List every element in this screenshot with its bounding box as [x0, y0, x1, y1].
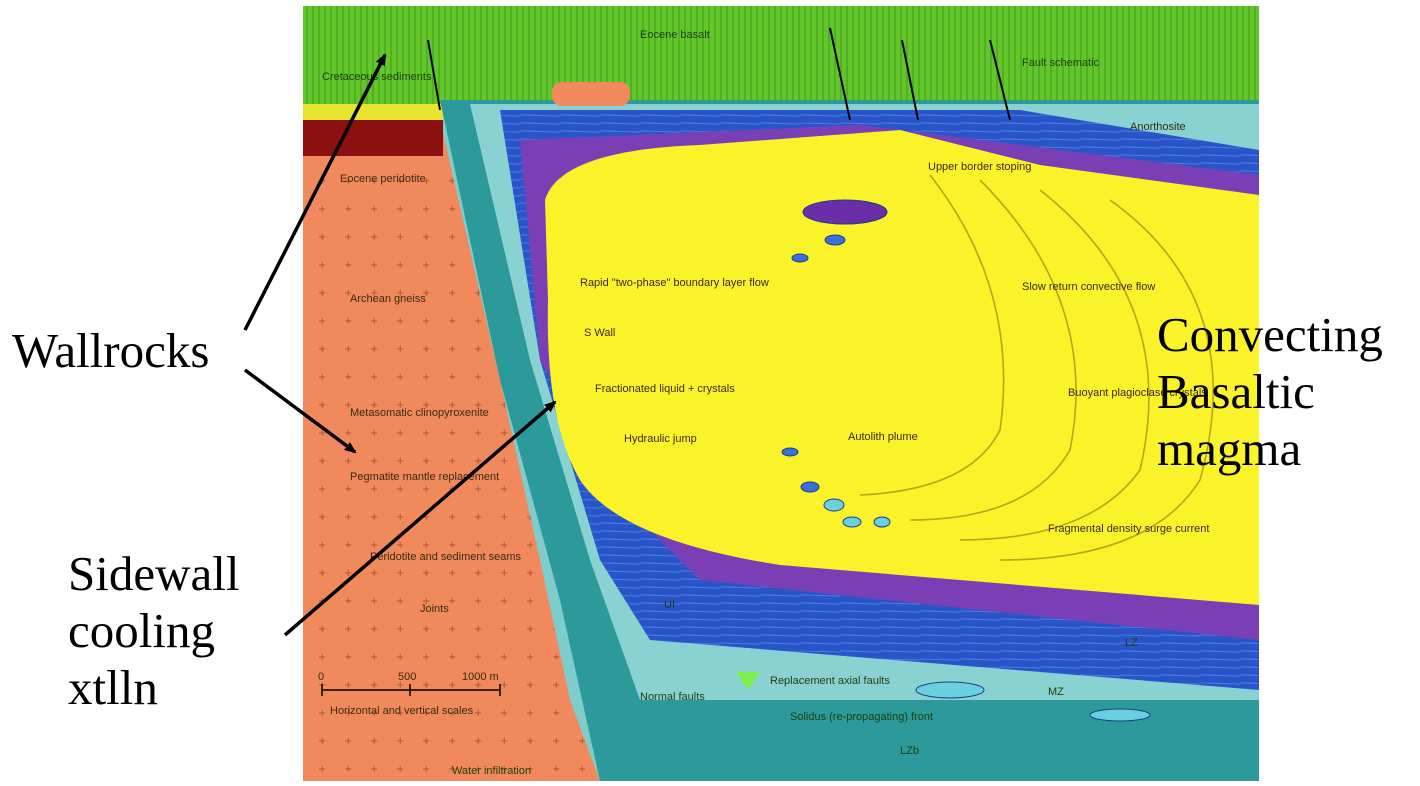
rapid-flow-label: Rapid "two-phase" boundary layer flow [580, 277, 769, 289]
scale-0-label: 0 [318, 671, 324, 683]
fractionated-label: Fractionated liquid + crystals [595, 383, 735, 395]
green-crystal [736, 672, 760, 690]
sidewall-cooling-callout: Sidewall cooling xtlln [68, 546, 240, 715]
wallrocks-callout: Wallrocks [12, 323, 210, 378]
sediment-band [303, 104, 443, 120]
upper-border-label: Upper border stoping [928, 161, 1031, 173]
zone-lzb-label: LZb [900, 745, 919, 757]
convecting-magma-callout: Convecting Basaltic magma [1157, 307, 1383, 476]
scale-500-label: 500 [398, 671, 416, 683]
zone-lz-label: LZ [1125, 637, 1138, 649]
pegmatite-label: Pegmatite mantle replacement [350, 471, 499, 483]
fragmental-label: Fragmental density surge current [1048, 523, 1209, 535]
wallrocks-arrow-down [243, 368, 357, 454]
archean-gneiss-label: Archean gneiss [350, 293, 426, 305]
zone-ui-label: UI [664, 599, 675, 611]
scale-caption-label: Horizontal and vertical scales [330, 705, 474, 717]
wallrock-area [303, 120, 600, 781]
fault-schematic-label: Fault schematic [1022, 57, 1100, 69]
s-wall-label: S Wall [584, 327, 615, 339]
fault-lines [427, 27, 1011, 121]
sidewall-arrow [283, 400, 557, 637]
solidus-front-label: Solidus (re-propagating) front [790, 711, 933, 723]
convection-flow-lines [859, 174, 1214, 561]
wallrocks-arrow-up [243, 53, 387, 331]
scale-bar: 0 500 1000 m Horizontal and vertical sca… [318, 671, 501, 717]
cretaceous-sediments-label: Cretaceous sediments [322, 71, 432, 83]
metasomatic-label: Metasomatic clinopyroxenite [350, 407, 489, 419]
eocene-basalt-label: Eocene basalt [640, 29, 710, 41]
eocene-peridotite-label: Eocene peridotite [340, 173, 426, 185]
joints-label: Joints [420, 603, 449, 615]
buoyant-label: Buoyant plagioclase crystals [1068, 387, 1207, 399]
scale-1000-label: 1000 m [462, 671, 499, 683]
red-border-band [303, 118, 443, 156]
anorthosite-label: Anorthosite [1130, 121, 1186, 133]
replacement-faults-label: Replacement axial faults [770, 675, 890, 687]
cretaceous-blob [552, 82, 630, 106]
water-infiltration-label: Water infiltration [452, 765, 531, 777]
magma-chamber [545, 130, 1259, 605]
slow-return-label: Slow return convective flow [1022, 281, 1155, 293]
basalt-layer [303, 6, 1259, 104]
autolith-label: Autolith plume [848, 431, 918, 443]
peridotite-seams-label: Peridotite and sediment seams [370, 551, 522, 563]
callout-arrows [243, 53, 557, 637]
normal-faults-label: Normal faults [640, 691, 705, 703]
zone-mz-label: MZ [1048, 686, 1064, 698]
crystal-clusters [781, 199, 1151, 722]
hydraulic-jump-label: Hydraulic jump [624, 433, 697, 445]
